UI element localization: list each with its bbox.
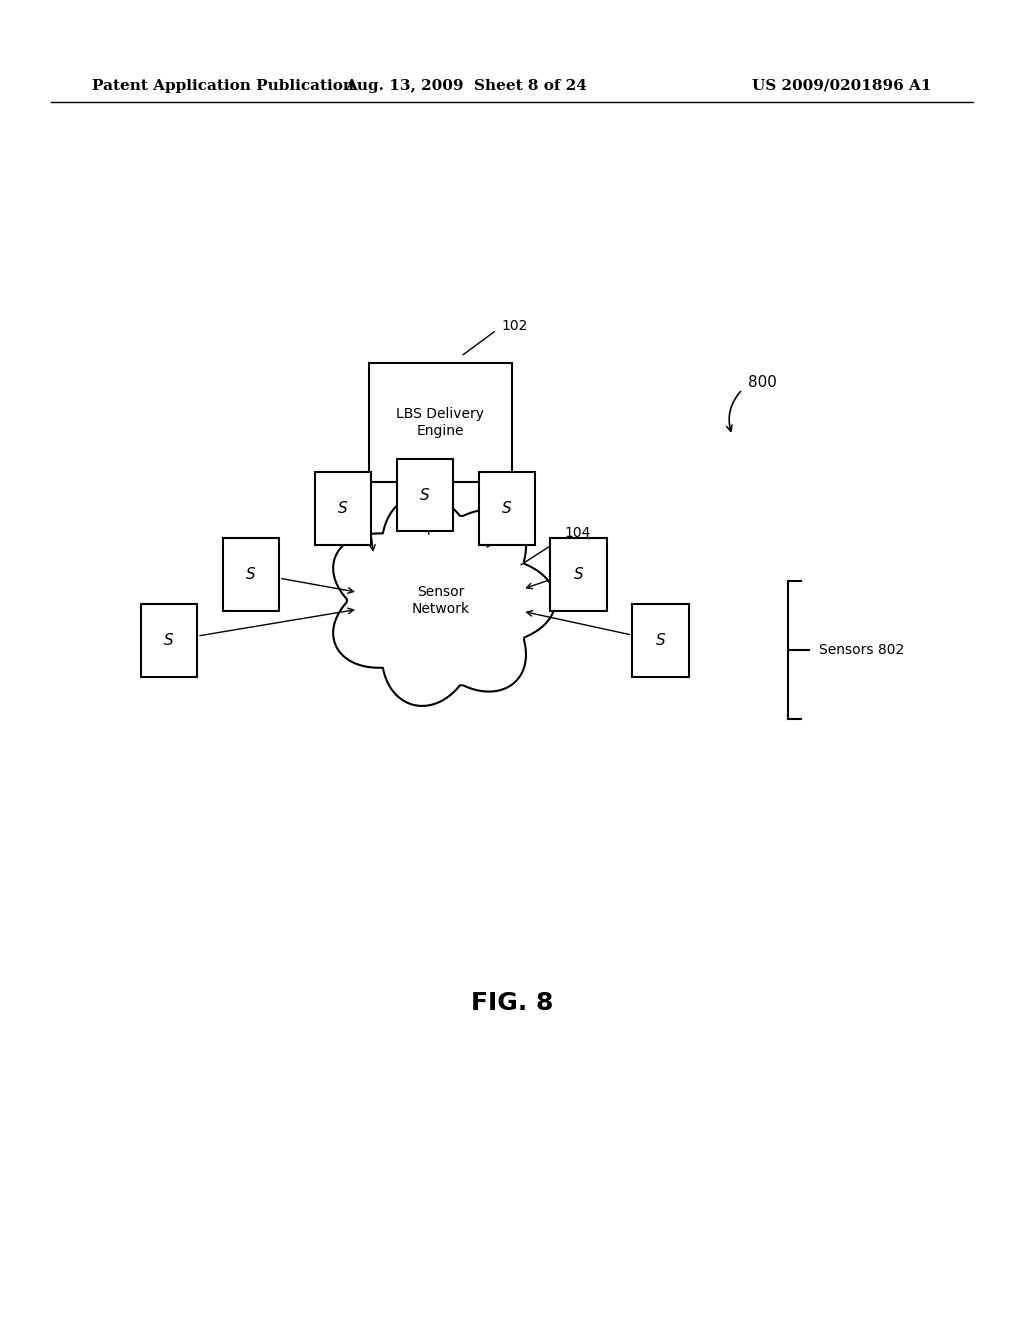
Text: S: S [246,566,256,582]
Text: Patent Application Publication: Patent Application Publication [92,79,354,92]
Text: US 2009/0201896 A1: US 2009/0201896 A1 [753,79,932,92]
Text: S: S [573,566,584,582]
Text: Sensors 802: Sensors 802 [819,643,904,657]
Bar [369,363,512,482]
Bar [141,605,197,676]
Text: LBS Delivery
Engine: LBS Delivery Engine [396,408,484,437]
Text: S: S [338,500,348,516]
Text: S: S [655,632,666,648]
Polygon shape [333,495,555,706]
Bar [223,539,279,610]
Text: Sensor
Network: Sensor Network [412,586,469,615]
Text: Aug. 13, 2009  Sheet 8 of 24: Aug. 13, 2009 Sheet 8 of 24 [345,79,587,92]
Text: S: S [502,500,512,516]
Text: S: S [164,632,174,648]
Bar [315,471,371,544]
Text: 104: 104 [565,527,591,540]
Text: 102: 102 [502,319,528,333]
Bar [633,605,689,676]
Bar [396,458,453,531]
Text: 800: 800 [748,375,776,391]
Bar [478,471,535,544]
Bar [551,539,606,610]
Text: S: S [420,487,430,503]
Text: FIG. 8: FIG. 8 [471,991,553,1015]
